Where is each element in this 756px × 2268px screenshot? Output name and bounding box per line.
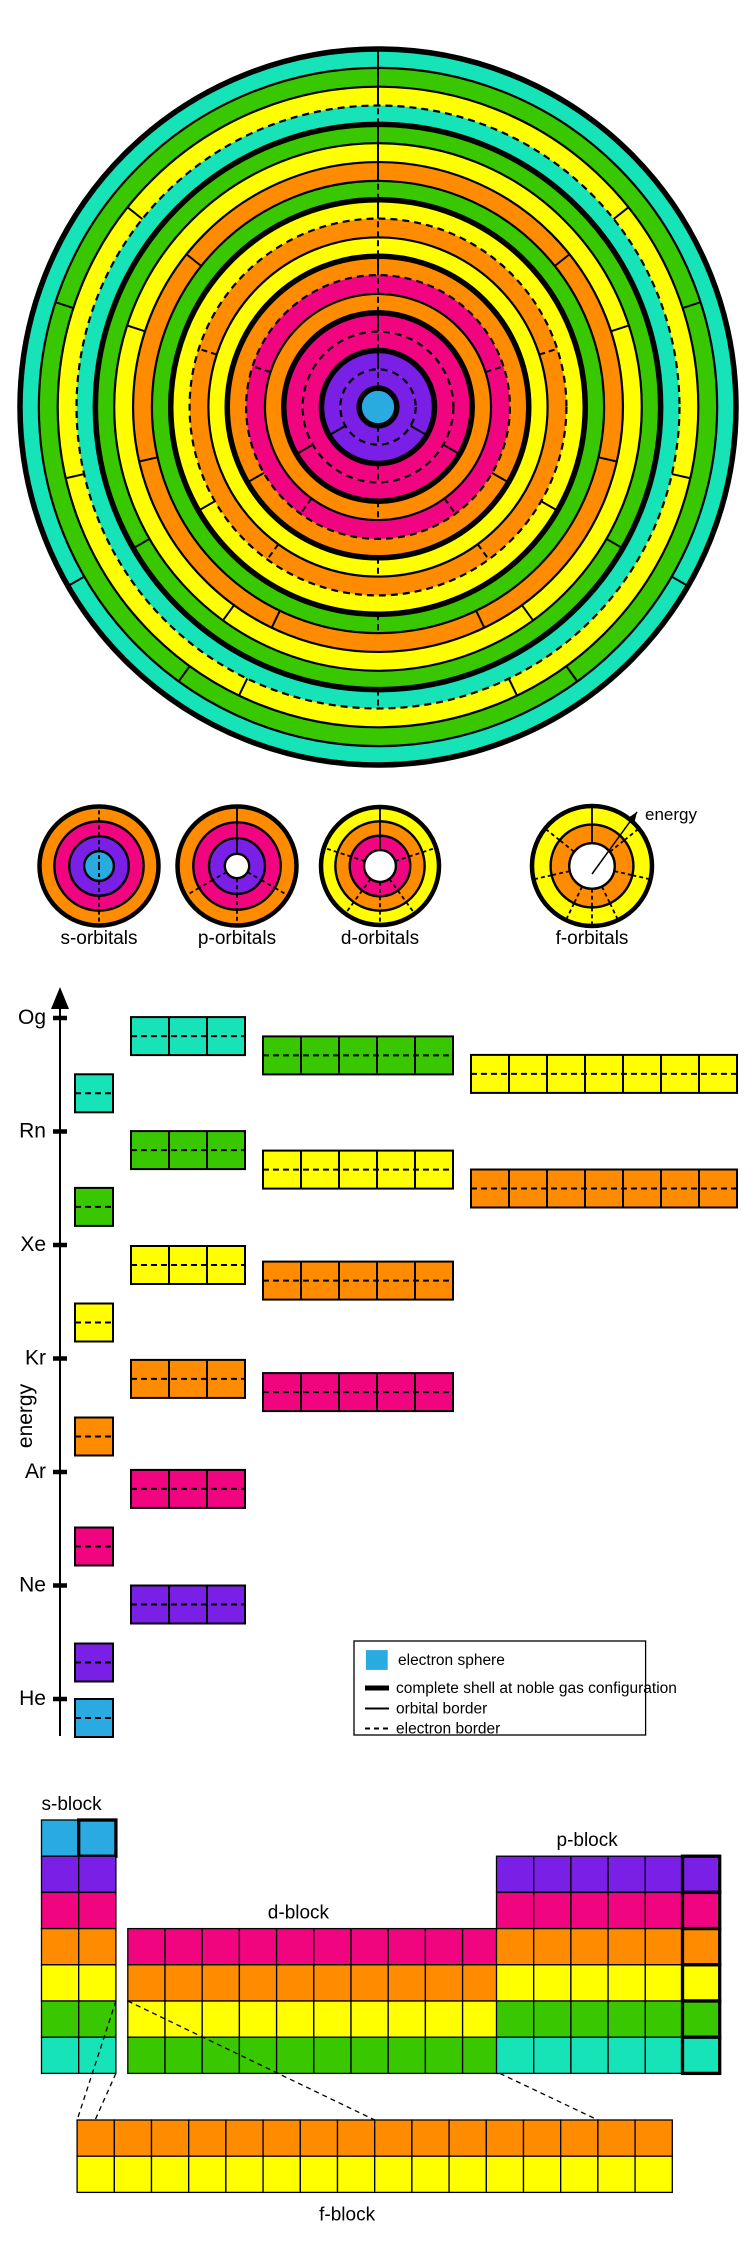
svg-text:Xe: Xe bbox=[20, 1233, 46, 1256]
svg-text:s-orbitals: s-orbitals bbox=[60, 928, 137, 949]
svg-text:electron sphere: electron sphere bbox=[398, 1652, 505, 1669]
svg-text:p-block: p-block bbox=[557, 1830, 619, 1851]
svg-text:energy: energy bbox=[645, 805, 697, 824]
svg-text:electron border: electron border bbox=[396, 1721, 500, 1738]
svg-text:Kr: Kr bbox=[25, 1347, 46, 1370]
svg-text:Ar: Ar bbox=[25, 1460, 46, 1483]
svg-text:p-orbitals: p-orbitals bbox=[198, 928, 276, 949]
svg-text:complete shell at noble gas co: complete shell at noble gas configuratio… bbox=[396, 1680, 677, 1697]
svg-text:Rn: Rn bbox=[19, 1120, 46, 1143]
svg-text:s-block: s-block bbox=[42, 1794, 103, 1815]
svg-text:energy: energy bbox=[14, 1383, 37, 1448]
svg-text:f-orbitals: f-orbitals bbox=[556, 928, 629, 949]
svg-text:d-orbitals: d-orbitals bbox=[341, 928, 419, 949]
svg-text:He: He bbox=[19, 1687, 46, 1710]
svg-text:Ne: Ne bbox=[19, 1574, 46, 1597]
svg-text:orbital border: orbital border bbox=[396, 1701, 487, 1718]
svg-text:d-block: d-block bbox=[268, 1903, 330, 1924]
svg-text:f-block: f-block bbox=[319, 2204, 375, 2225]
svg-text:Og: Og bbox=[18, 1006, 46, 1029]
